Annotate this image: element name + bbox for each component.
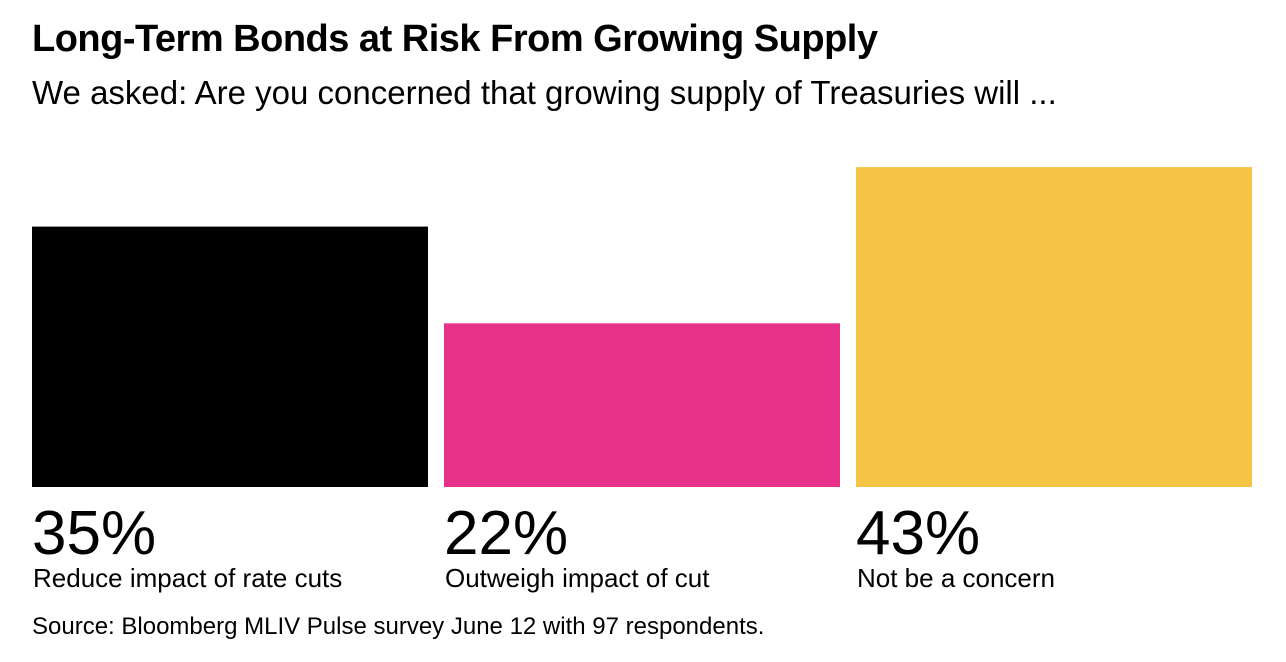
bar-2 — [444, 323, 840, 487]
bar-chart: 35%Reduce impact of rate cuts 22%Outweigh… — [32, 167, 1252, 593]
value-label-3: 43% — [856, 499, 980, 568]
category-label-3: Not be a concern — [857, 563, 1055, 593]
bar-3 — [856, 167, 1252, 487]
category-label-2: Outweigh impact of cut — [445, 563, 710, 593]
value-label-2: 22% — [444, 499, 568, 568]
chart-title: Long-Term Bonds at Risk From Growing Sup… — [32, 18, 878, 60]
source-note: Source: Bloomberg MLIV Pulse survey June… — [32, 613, 765, 640]
category-label-1: Reduce impact of rate cuts — [33, 563, 342, 593]
bar-1 — [32, 226, 428, 487]
value-label-1: 35% — [32, 499, 156, 568]
chart-subtitle: We asked: Are you concerned that growing… — [32, 74, 1057, 111]
